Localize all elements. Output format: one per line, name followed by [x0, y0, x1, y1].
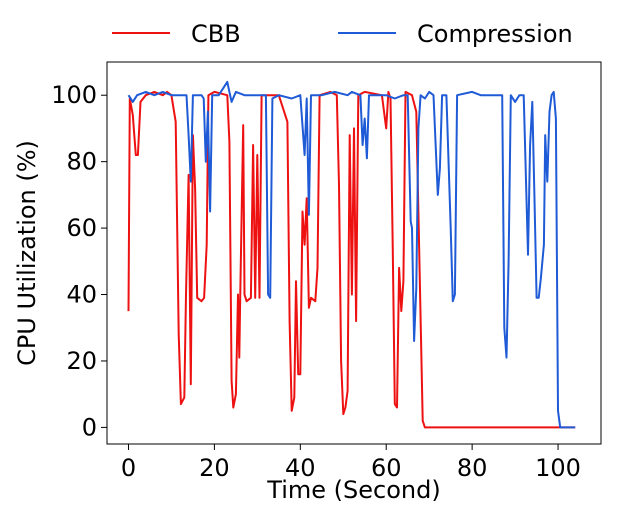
y-tick-label: 100 [51, 81, 97, 109]
x-tick-label: 0 [121, 454, 136, 482]
y-tick-label: 80 [66, 148, 97, 176]
series-line-cbb [127, 90, 576, 429]
y-tick-label: 60 [66, 214, 97, 242]
series-line-compression [127, 80, 576, 429]
x-tick-label: 40 [285, 454, 316, 482]
y-tick-label: 20 [66, 347, 97, 375]
plot-area-frame [106, 61, 602, 445]
legend: CBB Compression [112, 20, 573, 48]
x-tick-label: 20 [199, 454, 230, 482]
y-axis-ticks: 0 20 40 60 80 100 [51, 81, 107, 441]
x-tick-label: 100 [535, 454, 581, 482]
y-axis-label: CPU Utilization (%) [13, 140, 41, 366]
y-tick-label: 0 [82, 413, 97, 441]
x-tick-label: 60 [371, 454, 402, 482]
legend-label-cbb: CBB [191, 20, 241, 48]
y-tick-label: 40 [66, 281, 97, 309]
series-layer [127, 80, 576, 429]
x-axis-ticks: 0 20 40 60 80 100 [121, 444, 581, 482]
legend-label-compression: Compression [417, 20, 573, 48]
x-tick-label: 80 [457, 454, 488, 482]
x-axis-label: Time (Second) [266, 476, 440, 504]
